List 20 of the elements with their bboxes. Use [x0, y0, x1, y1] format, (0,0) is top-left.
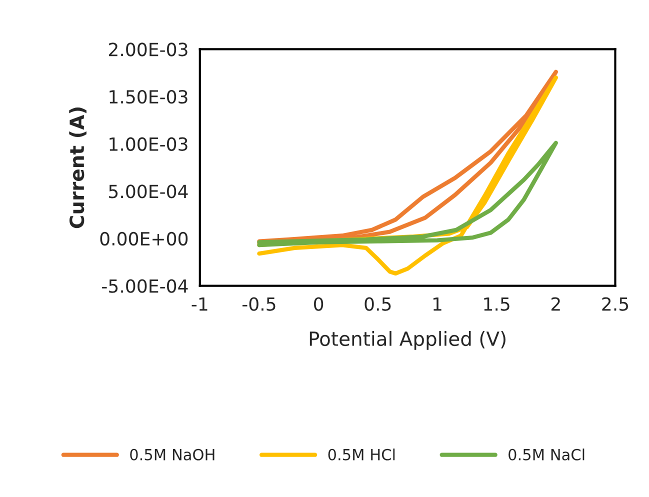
x-axis-title: Potential Applied (V)	[310, 331, 506, 350]
x-tick-label: 0	[314, 297, 324, 311]
x-tick-label: 0.5	[364, 297, 391, 311]
legend-label: 0.5M NaOH	[130, 448, 214, 460]
legend-label: 0.5M NaCl	[508, 448, 584, 460]
x-tick-label: 2	[551, 297, 560, 311]
y-tick-label: 5.00E-04	[109, 184, 188, 198]
y-tick-label: 1.50E-03	[110, 90, 188, 104]
x-tick-label: -0.5	[242, 297, 276, 311]
y-axis-title: Current (A)	[69, 108, 86, 228]
x-tick-label: -1	[192, 297, 208, 311]
y-tick-label: 0.00E+00	[100, 232, 188, 246]
x-tick-label: 2.5	[602, 297, 628, 311]
line-series	[257, 140, 558, 248]
x-tick-label: 1.5	[484, 297, 510, 311]
legend-label: 0.5M HCl	[328, 448, 395, 460]
y-tick-label: -5.00E-04	[102, 279, 188, 293]
x-tick-label: 1	[433, 297, 442, 311]
y-tick-label: 1.00E-03	[110, 137, 188, 151]
y-tick-label: 2.00E-03	[109, 42, 188, 56]
